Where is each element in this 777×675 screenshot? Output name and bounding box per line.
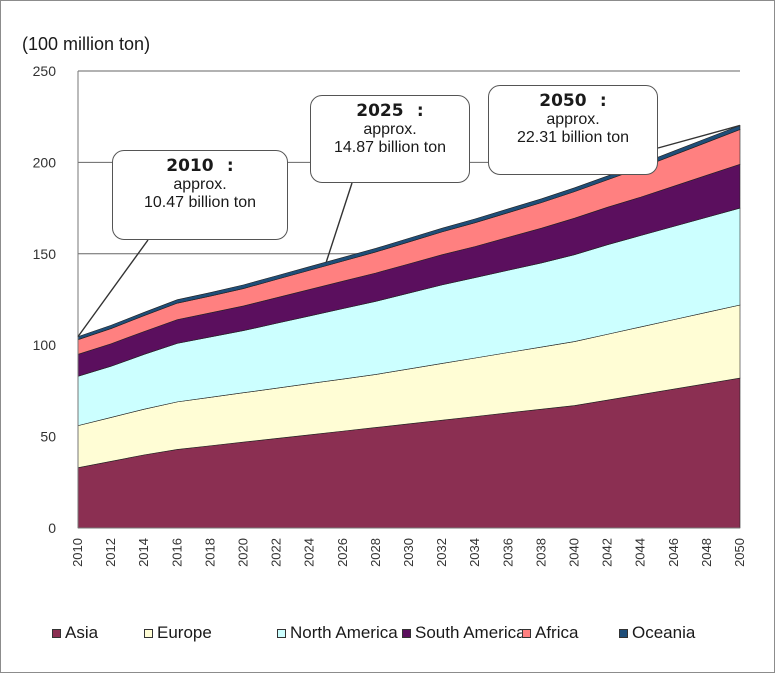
x-tick-2010: 2010 — [70, 538, 85, 567]
legend-swatch-europe — [144, 628, 153, 638]
legend-item-africa: Africa — [522, 623, 578, 643]
legend-item-north-america: North America — [277, 623, 398, 643]
callout-leaders — [77, 124, 741, 338]
y-tick-150: 150 — [33, 246, 57, 262]
callout-2010-year: 2010 — [166, 156, 214, 176]
legend-label-asia: Asia — [65, 623, 99, 642]
legend-item-europe: Europe — [144, 623, 212, 643]
x-tick-2046: 2046 — [666, 538, 681, 567]
callout-2050: 2050 : approx. 22.31 billion ton — [488, 85, 658, 175]
area-oceania — [77, 125, 741, 341]
legend-swatch-oceania — [619, 628, 628, 638]
y-tick-100: 100 — [33, 337, 57, 353]
callout-2010: 2010 : approx. 10.47 billion ton — [112, 150, 288, 240]
x-tick-2014: 2014 — [136, 538, 151, 567]
callout-2050-line1: approx. — [546, 111, 600, 128]
x-tick-2018: 2018 — [202, 538, 217, 567]
legend-swatch-africa — [522, 628, 531, 638]
legend-item-south-america: South America — [402, 623, 526, 643]
legend-item-oceania: Oceania — [619, 623, 695, 643]
y-tick-50: 50 — [40, 429, 56, 445]
x-tick-2050: 2050 — [732, 538, 747, 567]
x-tick-2032: 2032 — [434, 538, 449, 567]
legend-label-north-america: North America — [290, 623, 398, 642]
x-tick-2030: 2030 — [401, 538, 416, 567]
callout-2010-line2: 10.47 billion ton — [143, 194, 257, 211]
x-tick-2044: 2044 — [633, 538, 648, 567]
leader-2025 — [325, 182, 353, 263]
x-tick-2012: 2012 — [103, 538, 118, 567]
callout-2050-sep: : — [599, 91, 607, 111]
x-tick-2024: 2024 — [302, 538, 317, 567]
callout-2010-sep: : — [226, 156, 234, 176]
x-tick-2038: 2038 — [533, 538, 548, 567]
y-tick-labels: 0 50 100 150 200 250 — [33, 63, 57, 536]
x-tick-2034: 2034 — [467, 538, 482, 567]
legend-label-africa: Africa — [535, 623, 579, 642]
callout-2025: 2025 : approx. 14.87 billion ton — [310, 95, 470, 183]
callout-2025-line1: approx. — [363, 121, 417, 138]
callout-2050-year: 2050 — [539, 91, 587, 111]
callout-2050-line2: 22.31 billion ton — [516, 129, 630, 146]
x-tick-2040: 2040 — [567, 538, 582, 567]
callout-2025-year: 2025 — [356, 101, 404, 121]
x-tick-2028: 2028 — [368, 538, 383, 567]
y-tick-200: 200 — [33, 154, 57, 170]
y-tick-0: 0 — [48, 520, 56, 536]
x-tick-2020: 2020 — [236, 538, 251, 567]
callout-2025-line2: 14.87 billion ton — [333, 139, 447, 156]
legend: Asia Europe North America South America … — [52, 623, 772, 649]
y-unit-label: (100 million ton) — [22, 34, 151, 54]
axes — [77, 71, 740, 529]
legend-label-oceania: Oceania — [632, 623, 696, 642]
x-tick-2048: 2048 — [699, 538, 714, 567]
legend-item-asia: Asia — [52, 623, 98, 643]
x-tick-2026: 2026 — [335, 538, 350, 567]
x-tick-2022: 2022 — [269, 538, 284, 567]
callout-2010-line1: approx. — [173, 176, 227, 193]
x-tick-2042: 2042 — [600, 538, 615, 567]
leader-2010 — [77, 239, 149, 338]
legend-swatch-south-america — [402, 628, 411, 638]
legend-swatch-north-america — [277, 628, 286, 638]
leader-2050 — [657, 124, 741, 149]
x-tick-labels: 2010 2012 2014 2016 2018 2020 2022 2024 2026 2028… — [70, 538, 747, 567]
area-series — [77, 125, 741, 529]
y-tick-250: 250 — [33, 63, 57, 79]
legend-label-south-america: South America — [415, 623, 526, 642]
legend-swatch-asia — [52, 628, 61, 638]
x-tick-2016: 2016 — [169, 538, 184, 567]
x-tick-2036: 2036 — [500, 538, 515, 567]
legend-label-europe: Europe — [157, 623, 212, 642]
callout-2025-sep: : — [416, 101, 424, 121]
